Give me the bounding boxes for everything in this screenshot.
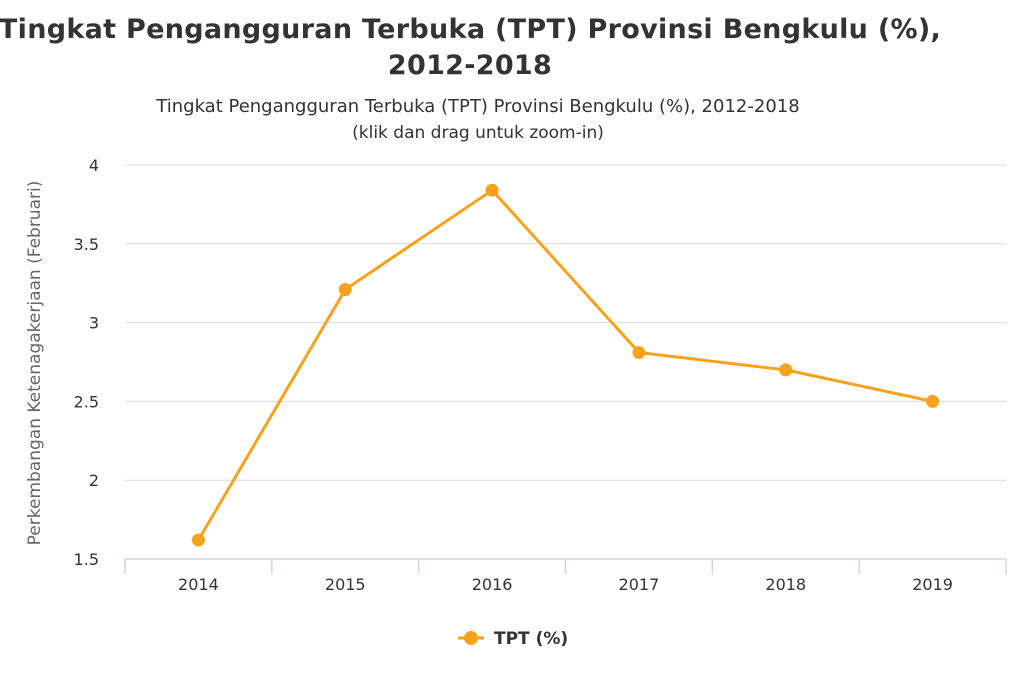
legend-marker — [464, 631, 478, 645]
legend-label[interactable]: TPT (%) — [494, 629, 568, 649]
data-point — [485, 183, 499, 197]
x-tick-label: 2017 — [619, 575, 660, 594]
data-point — [191, 533, 205, 547]
x-tick-label: 2015 — [325, 575, 366, 594]
x-tick-label: 2019 — [912, 575, 953, 594]
chart-title: Tingkat Pengangguran Terbuka (TPT) Provi… — [155, 96, 799, 117]
page-title: Tingkat Pengangguran Terbuka (TPT) Provi… — [0, 12, 950, 84]
y-tick-label: 3.5 — [74, 235, 99, 254]
grid-lines — [125, 164, 1006, 481]
series-path — [197, 188, 933, 541]
y-tick-label: 3 — [89, 314, 99, 333]
legend[interactable]: TPT (%) — [458, 629, 568, 649]
series-line — [191, 183, 940, 547]
y-axis-ticks: 4 3.5 3 2.5 2 1.5 — [74, 156, 99, 569]
chart-subtitle: (klik dan drag untuk zoom-in) — [352, 123, 604, 143]
data-point — [338, 283, 352, 297]
y-tick-label: 1.5 — [74, 550, 99, 569]
page-title-line-2: 2012-2018 — [387, 50, 553, 81]
y-tick-label: 2 — [89, 471, 99, 490]
y-tick-label: 2.5 — [74, 392, 99, 411]
x-tick-label: 2016 — [472, 575, 513, 594]
page-title-line-1: Tingkat Pengangguran Terbuka (TPT) Provi… — [0, 14, 942, 45]
y-tick-label: 4 — [89, 156, 99, 175]
y-axis-label: Perkembangan Ketenagakerjaan (Februari) — [25, 181, 45, 546]
x-tick-label: 2018 — [765, 575, 806, 594]
data-point — [779, 363, 793, 377]
data-point — [632, 346, 646, 360]
x-axis: 2014 2015 2016 2017 2018 2019 — [124, 558, 1007, 594]
x-tick-label: 2014 — [178, 575, 219, 594]
data-point — [926, 394, 940, 408]
